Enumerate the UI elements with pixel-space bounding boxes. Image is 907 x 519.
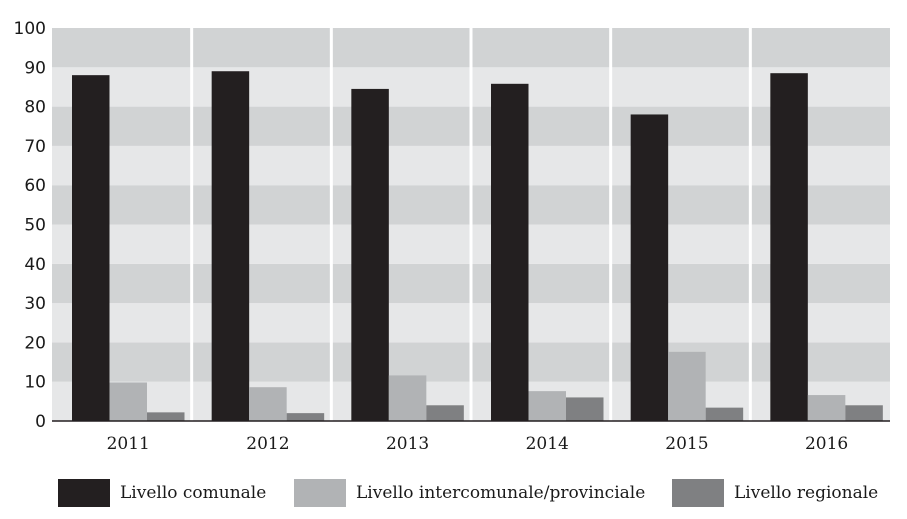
bar-2016-series-1: [770, 73, 808, 421]
bar-2013-series-1: [351, 88, 389, 421]
y-tick-label: 30: [24, 294, 46, 314]
legend-item-livello-intercomunale-provinciale: Livello intercomunale/provinciale: [294, 478, 645, 508]
x-tick-label: 2015: [665, 434, 708, 454]
legend-label-livello-intercomunale-provinciale: Livello intercomunale/provinciale: [356, 483, 646, 503]
legend-label-livello-regionale: Livello regionale: [734, 483, 879, 503]
legend-label-livello-comunale: Livello comunale: [120, 483, 267, 503]
bar-2015-series-1: [630, 114, 669, 422]
bar-2012-series-1: [211, 71, 250, 421]
bar-2014-series-1: [491, 83, 529, 421]
bar-2013-series-3: [426, 405, 464, 421]
bar-2011-series-2: [109, 382, 147, 421]
bar-2011-series-3: [147, 412, 185, 421]
x-tick-label: 2011: [107, 434, 150, 454]
y-axis-ticks: 0 10 20 30 40 50 60 70 80 90 100: [14, 19, 46, 432]
legend: Livello comunale Livello intercomunale/p…: [58, 478, 898, 508]
y-tick-label: 20: [24, 333, 46, 353]
bar-2013-series-2: [388, 375, 427, 421]
legend-item-livello-comunale: Livello comunale: [58, 478, 266, 508]
legend-swatch-livello-comunale: [58, 479, 110, 507]
bars: [72, 71, 883, 422]
bar-2014-series-3: [566, 397, 604, 421]
x-tick-label: 2013: [386, 434, 429, 454]
legend-swatch-livello-intercomunale-provinciale: [294, 479, 346, 507]
y-tick-label: 80: [24, 98, 46, 118]
bar-2012-series-3: [286, 413, 325, 421]
bar-2012-series-2: [249, 387, 287, 421]
x-tick-label: 2016: [805, 434, 848, 454]
y-tick-label: 90: [24, 58, 46, 78]
bar-2011-series-1: [72, 75, 110, 421]
y-tick-label: 10: [24, 373, 46, 393]
x-axis-ticks: 2011 2012 2013 2014 2015 2016: [107, 434, 849, 454]
y-tick-label: 70: [24, 137, 46, 157]
bar-2016-series-2: [807, 395, 846, 421]
x-tick-label: 2014: [526, 434, 569, 454]
bar-2016-series-3: [845, 405, 883, 421]
y-tick-label: 50: [24, 216, 46, 236]
y-tick-label: 100: [14, 19, 46, 39]
legend-item-livello-regionale: Livello regionale: [672, 478, 878, 508]
bar-2015-series-3: [705, 407, 744, 421]
y-tick-label: 60: [24, 176, 46, 196]
y-tick-label: 40: [24, 255, 46, 275]
legend-swatch-livello-regionale: [672, 479, 724, 507]
x-tick-label: 2012: [246, 434, 289, 454]
category-separators: [190, 28, 752, 421]
y-tick-label: 0: [35, 412, 46, 432]
bar-2014-series-2: [528, 391, 566, 421]
bar-2015-series-2: [668, 351, 706, 421]
